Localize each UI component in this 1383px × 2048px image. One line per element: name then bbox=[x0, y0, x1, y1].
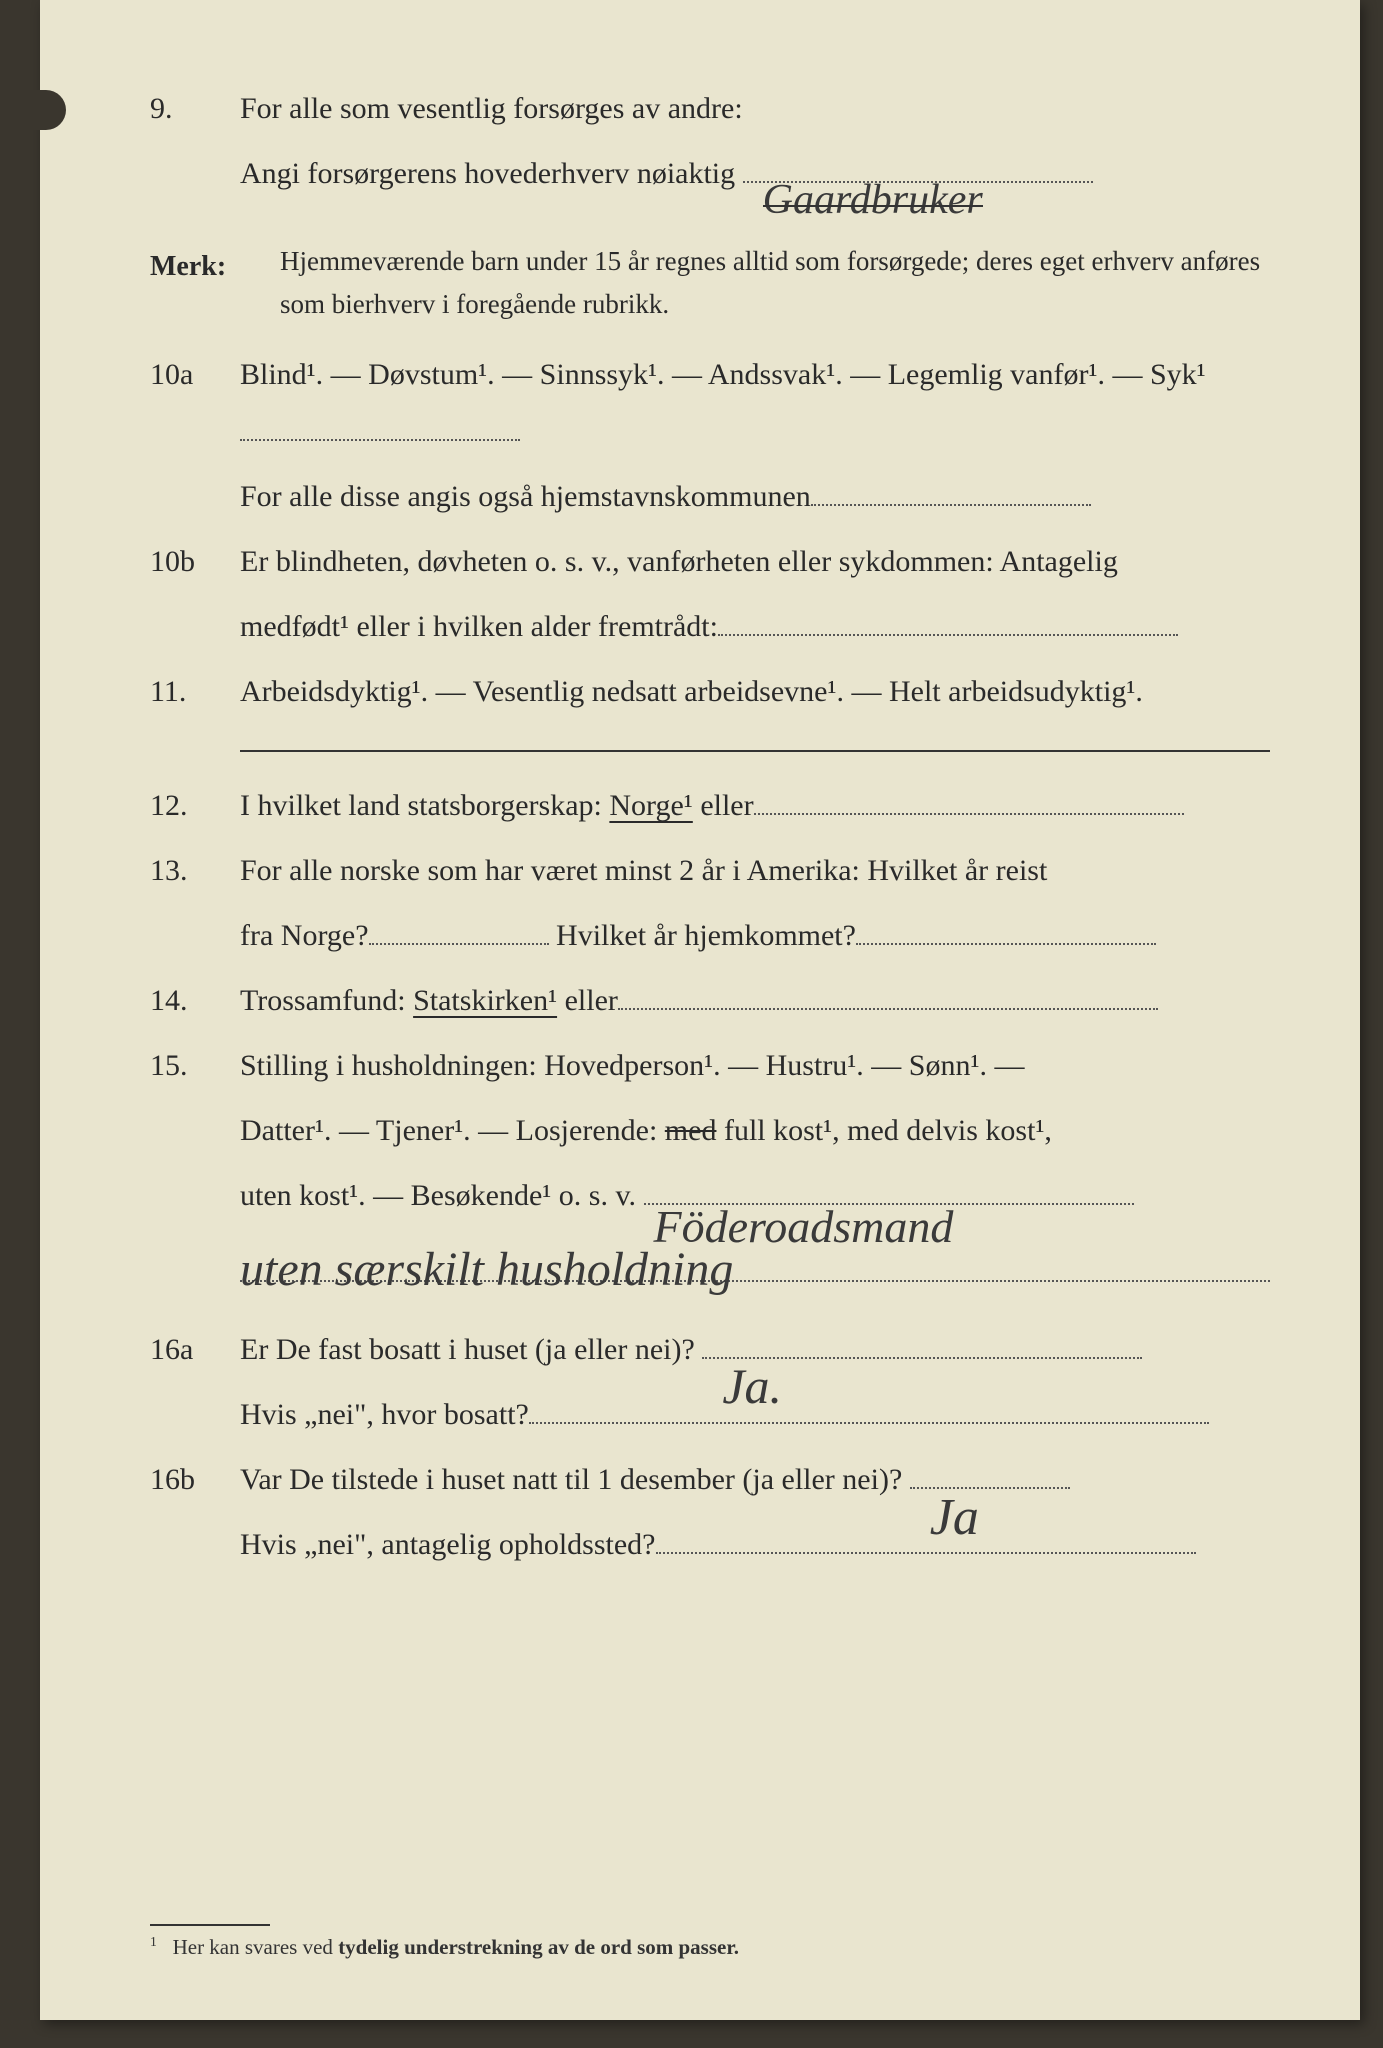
merk-label: Merk: bbox=[150, 240, 280, 326]
q12-prefix: I hvilket land statsborgerskap: bbox=[240, 789, 609, 822]
q9-line1: For alle som vesentlig forsørges av andr… bbox=[240, 92, 743, 125]
q15-strike: med bbox=[665, 1114, 717, 1147]
q16b-number: 16b bbox=[150, 1451, 240, 1508]
q10a-number: 10a bbox=[150, 346, 240, 460]
q15-line3: uten kost¹. — Besøkende¹ o. s. v. bbox=[240, 1179, 636, 1212]
q15-handwritten-2: uten særskilt husholdning bbox=[240, 1224, 733, 1315]
q10a-line2: For alle disse angis også hjemstavnskomm… bbox=[240, 480, 811, 513]
q10b-number: 10b bbox=[150, 533, 240, 590]
question-10a: 10a Blind¹. — Døvstum¹. — Sinnssyk¹. — A… bbox=[150, 346, 1270, 460]
q13-number: 13. bbox=[150, 842, 240, 899]
q15-number: 15. bbox=[150, 1037, 240, 1094]
footnote-area: 1 Her kan svares ved tydelig understrekn… bbox=[150, 1924, 1270, 1960]
q13-line2b: Hvilket år hjemkommet? bbox=[556, 919, 856, 952]
footnote-number: 1 bbox=[150, 1934, 157, 1949]
q9-number: 9. bbox=[150, 80, 240, 137]
question-16b: 16b Var De tilstede i huset natt til 1 d… bbox=[150, 1451, 1270, 1508]
q16a-q: Er De fast bosatt i huset (ja eller nei)… bbox=[240, 1333, 695, 1366]
q15-line1: Stilling i husholdningen: Hovedperson¹. … bbox=[240, 1049, 1024, 1082]
q12-underlined: Norge¹ bbox=[609, 789, 692, 822]
document-page: 9. For alle som vesentlig forsørges av a… bbox=[40, 0, 1360, 2020]
q9-handwritten: Gaardbruker bbox=[763, 161, 983, 241]
q10b-line1: Er blindheten, døvheten o. s. v., vanfør… bbox=[240, 545, 1118, 578]
q16b-line2: Hvis „nei", antagelig opholdssted? bbox=[240, 1528, 656, 1561]
q16b-q: Var De tilstede i huset natt til 1 desem… bbox=[240, 1463, 902, 1496]
q14-prefix: Trossamfund: bbox=[240, 984, 413, 1017]
footnote-rule bbox=[150, 1924, 270, 1926]
footnote-text: Her kan svares ved tydelig understreknin… bbox=[173, 1935, 739, 1959]
question-11: 11. Arbeidsdyktig¹. — Vesentlig nedsatt … bbox=[150, 663, 1270, 720]
q14-suffix: eller bbox=[565, 984, 618, 1017]
q13-line2a: fra Norge? bbox=[240, 919, 369, 952]
q15-line2a: Datter¹. — Tjener¹. — Losjerende: bbox=[240, 1114, 665, 1147]
torn-edge bbox=[26, 90, 66, 130]
q16a-number: 16a bbox=[150, 1321, 240, 1378]
question-9: 9. For alle som vesentlig forsørges av a… bbox=[150, 80, 1270, 137]
merk-note: Merk: Hjemmeværende barn under 15 år reg… bbox=[150, 240, 1270, 326]
q16b-answer: Ja bbox=[930, 1469, 979, 1568]
q16a-answer: Ja. bbox=[722, 1339, 782, 1434]
question-16a: 16a Er De fast bosatt i huset (ja eller … bbox=[150, 1321, 1270, 1378]
q16a-line2: Hvis „nei", hvor bosatt? bbox=[240, 1398, 529, 1431]
q10a-options: Blind¹. — Døvstum¹. — Sinnssyk¹. — Andss… bbox=[240, 358, 1206, 391]
q14-underlined: Statskirken¹ bbox=[413, 984, 557, 1017]
question-10b: 10b Er blindheten, døvheten o. s. v., va… bbox=[150, 533, 1270, 590]
q13-line1: For alle norske som har været minst 2 år… bbox=[240, 854, 1047, 887]
q12-number: 12. bbox=[150, 777, 240, 834]
merk-text: Hjemmeværende barn under 15 år regnes al… bbox=[280, 240, 1270, 326]
q15-line2b: full kost¹, med delvis kost¹, bbox=[716, 1114, 1051, 1147]
q11-number: 11. bbox=[150, 663, 240, 720]
q11-text: Arbeidsdyktig¹. — Vesentlig nedsatt arbe… bbox=[240, 663, 1270, 720]
question-12: 12. I hvilket land statsborgerskap: Norg… bbox=[150, 777, 1270, 834]
section-divider bbox=[240, 750, 1270, 752]
q12-suffix: eller bbox=[700, 789, 753, 822]
q10b-line2: medfødt¹ eller i hvilken alder fremtrådt… bbox=[240, 610, 718, 643]
q14-number: 14. bbox=[150, 972, 240, 1029]
question-13: 13. For alle norske som har været minst … bbox=[150, 842, 1270, 899]
q9-line2: Angi forsørgerens hovederhverv nøiaktig bbox=[240, 157, 735, 190]
question-15: 15. Stilling i husholdningen: Hovedperso… bbox=[150, 1037, 1270, 1094]
question-14: 14. Trossamfund: Statskirken¹ eller bbox=[150, 972, 1270, 1029]
